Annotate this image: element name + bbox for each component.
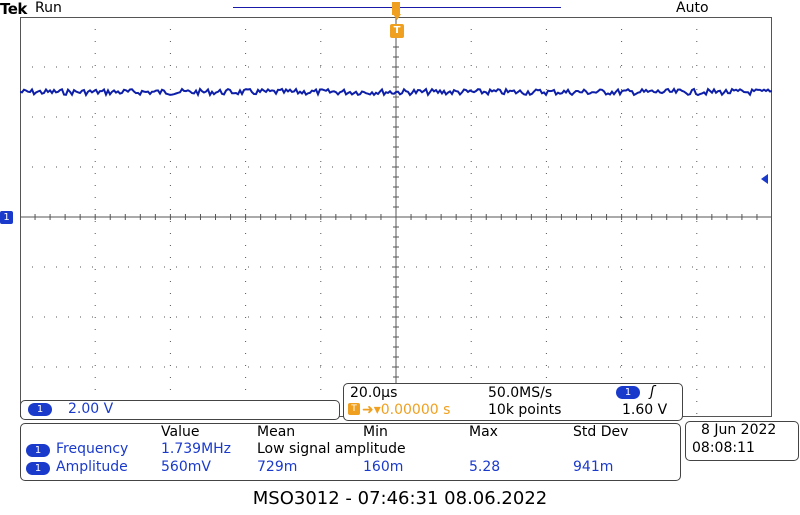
acquisition-state: Run — [35, 0, 62, 16]
measurement-max: 5.28 — [469, 459, 501, 475]
col-value-header: Value — [161, 424, 200, 440]
col-stddev-header: Std Dev — [573, 424, 629, 440]
row-source-badge: 1 — [26, 462, 50, 475]
channel1-trace — [20, 87, 772, 98]
rising-edge-icon: ʃ — [650, 384, 655, 400]
trigger-level-arrow-icon[interactable] — [761, 174, 768, 184]
waveform-display — [20, 17, 772, 417]
measurement-mean: Low signal amplitude — [257, 441, 406, 457]
time: 08:08:11 — [692, 440, 755, 456]
measurement-value: 1.739MHz — [161, 441, 232, 457]
trigger-position-icon: T — [348, 403, 360, 415]
measurement-value: 560mV — [161, 459, 211, 475]
ch1-vertical-scale: 2.00 V — [68, 401, 114, 417]
record-view-indicator — [392, 2, 400, 15]
measurement-name: Amplitude — [56, 459, 128, 475]
record-length: 10k points — [488, 402, 562, 418]
col-mean-header: Mean — [257, 424, 296, 440]
col-min-header: Min — [363, 424, 388, 440]
measurement-name: Frequency — [56, 441, 129, 457]
trigger-mode: Auto — [676, 0, 709, 16]
trigger-level: 1.60 V — [622, 402, 668, 418]
horizontal-scale: 20.0µs — [350, 385, 398, 401]
datetime-readout: 8 Jun 2022 08:08:11 — [685, 421, 799, 461]
row-source-badge: 1 — [26, 444, 50, 457]
col-max-header: Max — [469, 424, 498, 440]
measurement-mean: 729m — [257, 459, 298, 475]
date: 8 Jun 2022 — [701, 422, 777, 438]
brand-logo: Tek — [0, 0, 27, 18]
trigger-position-arrow-icon — [393, 14, 401, 20]
timebase-readout[interactable]: 20.0µs 50.0MS/s 1 ʃ T ➜▾0.00000 s 10k po… — [343, 383, 683, 421]
graticule — [20, 17, 772, 417]
measurement-min: 160m — [363, 459, 404, 475]
channel1-readout[interactable]: 1 2.00 V — [20, 400, 340, 420]
measurement-panel[interactable]: Value Mean Min Max Std Dev 1 Frequency 1… — [20, 423, 681, 481]
trigger-position: ➜▾0.00000 s — [362, 402, 451, 418]
ch1-ground-marker[interactable]: 1 — [0, 211, 13, 224]
trigger-source-badge: 1 — [616, 386, 640, 399]
sample-rate: 50.0MS/s — [488, 385, 553, 401]
measurement-stddev: 941m — [573, 459, 614, 475]
ch1-badge: 1 — [28, 403, 52, 416]
caption: MSO3012 - 07:46:31 08.06.2022 — [252, 488, 548, 509]
trigger-position-marker[interactable]: T — [390, 24, 404, 38]
